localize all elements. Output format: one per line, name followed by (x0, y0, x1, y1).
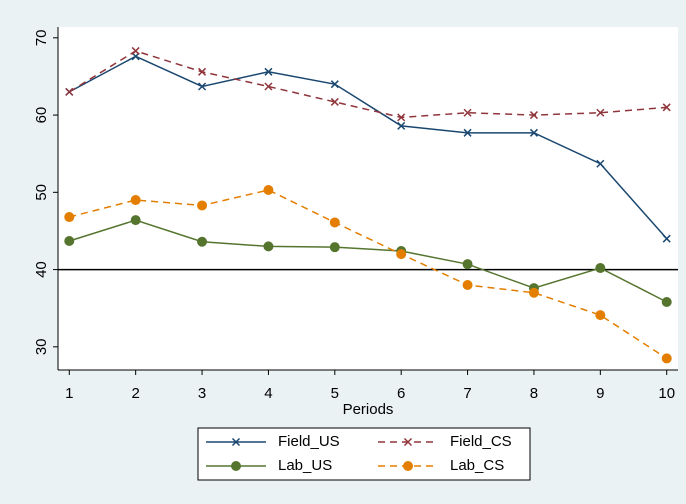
series-line (69, 219, 668, 303)
point (529, 111, 538, 120)
legend-label: Lab_CS (450, 457, 504, 474)
y-tick-label: 60 (33, 107, 50, 124)
y-tick-label: 40 (33, 261, 50, 278)
y-tick-label: 30 (33, 338, 50, 355)
point (462, 259, 473, 270)
point (198, 67, 207, 76)
point (596, 159, 605, 168)
point (330, 97, 339, 106)
point (661, 297, 672, 308)
point (463, 108, 472, 117)
y-tick-label: 50 (33, 184, 50, 201)
point (528, 287, 539, 298)
point (397, 113, 406, 122)
legend-marker (231, 461, 241, 471)
point (130, 215, 141, 226)
x-tick-label: 8 (530, 385, 538, 402)
x-tick-label: 10 (658, 385, 675, 402)
point (198, 82, 207, 91)
point (263, 241, 274, 252)
x-tick-label: 5 (331, 385, 339, 402)
x-axis-title: Periods (343, 401, 394, 418)
point (65, 87, 74, 96)
legend (197, 427, 531, 481)
x-tick-label: 7 (463, 385, 471, 402)
point (64, 235, 75, 246)
point (396, 249, 407, 260)
point (662, 234, 671, 243)
point (330, 80, 339, 89)
y-tick-label: 70 (33, 29, 50, 46)
point (329, 242, 340, 253)
legend-label: Lab_US (278, 457, 332, 474)
point (662, 103, 671, 112)
point (661, 353, 672, 364)
plot-area (58, 27, 678, 370)
point (64, 212, 75, 223)
point (595, 263, 606, 274)
point (397, 121, 406, 130)
point (529, 128, 538, 137)
point (463, 128, 472, 137)
x-tick-label: 2 (131, 385, 139, 402)
point (595, 310, 606, 321)
point (131, 46, 140, 55)
x-tick-label: 4 (264, 385, 272, 402)
series-line (69, 189, 668, 360)
x-tick-label: 3 (198, 385, 206, 402)
point (130, 195, 141, 206)
point (197, 200, 208, 211)
legend-marker (403, 461, 413, 471)
legend-marker (231, 437, 241, 447)
legend-marker (403, 437, 413, 447)
point (263, 185, 274, 196)
x-tick-label: 9 (596, 385, 604, 402)
point (329, 217, 340, 228)
legend-label: Field_CS (450, 433, 512, 450)
legend-label: Field_US (278, 433, 340, 450)
point (462, 280, 473, 291)
point (264, 82, 273, 91)
point (264, 67, 273, 76)
series-line (68, 55, 668, 240)
point (596, 108, 605, 117)
point (197, 236, 208, 247)
x-tick-label: 6 (397, 385, 405, 402)
x-tick-label: 1 (65, 385, 73, 402)
series-line (68, 50, 667, 119)
